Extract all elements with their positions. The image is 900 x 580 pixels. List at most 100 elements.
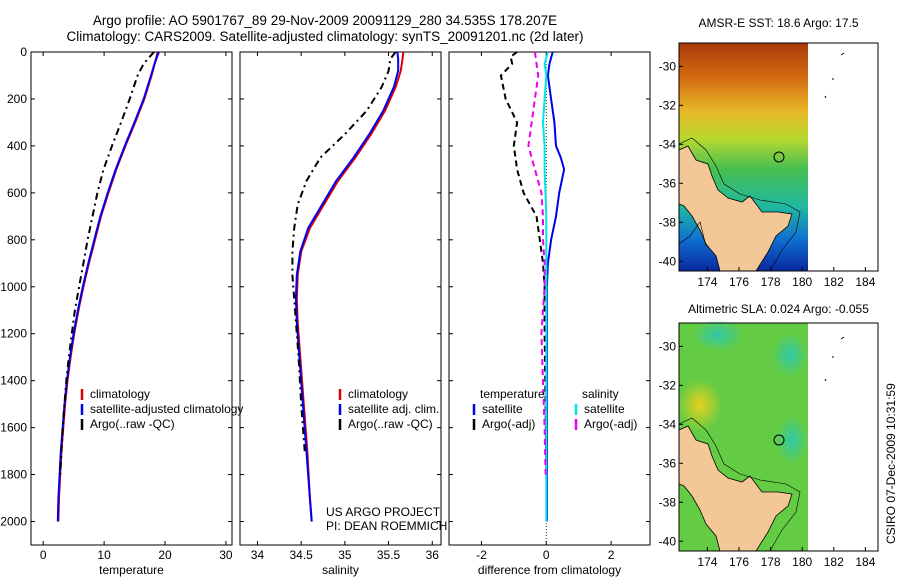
sla-anomaly-low-1 — [692, 319, 744, 351]
credit-line2: PI: DEAN ROEMMICH — [326, 519, 448, 533]
nz-land-2 — [678, 425, 793, 552]
series-2-2 — [541, 51, 549, 522]
sla-map-panel — [678, 319, 879, 552]
series-1-1 — [294, 51, 400, 522]
series-0-1 — [56, 51, 160, 522]
kermadec-islands — [824, 52, 845, 99]
map-ytick-label-3-1: -32 — [659, 98, 677, 112]
ytick-label-10: 2000 — [0, 515, 27, 529]
sst-map-frame — [678, 42, 879, 272]
coast-contour-west — [678, 221, 707, 247]
xtick-label-0-2: 20 — [158, 548, 172, 562]
map-title-4: Altimetric SLA: 0.024 Argo: -0.055 — [688, 302, 869, 316]
map-ytick-label-3-0: -30 — [659, 59, 677, 73]
kermadec-islands-2 — [824, 336, 845, 382]
diff-legend-heading-0: temperature — [480, 387, 545, 401]
xlabel-1: salinity — [322, 563, 359, 577]
map-xtick-label-4-0: 174 — [697, 555, 717, 569]
argo-position-marker — [773, 151, 785, 163]
legend-label-1-0: climatology — [348, 387, 408, 401]
nz-land — [678, 145, 793, 272]
ytick-label-8: 1600 — [0, 421, 27, 435]
series-2-3 — [527, 51, 547, 475]
xtick-label-1-4: 36 — [426, 548, 440, 562]
xtick-label-2-0: -2 — [476, 548, 487, 562]
diff-legend-label-1: satellite — [482, 402, 523, 416]
map-ytick-label-4-4: -38 — [659, 495, 677, 509]
xtick-label-1-2: 35 — [338, 548, 352, 562]
map-title-3: AMSR-E SST: 18.6 Argo: 17.5 — [698, 16, 858, 30]
map-ytick-label-4-2: -34 — [659, 417, 677, 431]
map-xtick-label-3-2: 178 — [761, 275, 781, 289]
coast-contour — [678, 137, 801, 272]
panel-frame-1 — [239, 51, 442, 546]
series-2-1 — [499, 51, 548, 475]
xtick-label-1-3: 35.5 — [377, 548, 401, 562]
panel-frame-0 — [30, 51, 233, 546]
xtick-label-0-0: 0 — [40, 548, 47, 562]
legend-label-0-1: satellite-adjusted climatology — [90, 402, 243, 416]
map-ytick-label-3-5: -40 — [659, 254, 677, 268]
map-ytick-label-3-4: -38 — [659, 215, 677, 229]
sst-map-panel — [678, 42, 879, 272]
map-ytick-label-3-2: -34 — [659, 137, 677, 151]
map-xtick-label-3-4: 182 — [824, 275, 844, 289]
ytick-label-9: 1800 — [0, 468, 27, 482]
map-ytick-label-4-0: -30 — [659, 339, 677, 353]
sla-anomaly-low-2 — [772, 333, 808, 377]
ytick-label-3: 600 — [7, 186, 27, 200]
xlabel-0: temperature — [99, 563, 164, 577]
sla-map-frame — [678, 322, 879, 552]
diff-legend-heading-3: salinity — [582, 387, 619, 401]
map-ytick-label-4-5: -40 — [659, 534, 677, 548]
ytick-label-2: 400 — [7, 139, 27, 153]
map-xtick-label-4-1: 176 — [729, 555, 749, 569]
sla-anomaly-low-3 — [776, 416, 808, 464]
xtick-label-2-1: 0 — [543, 548, 550, 562]
map-ocean-blank — [808, 43, 878, 271]
panel-frame-2 — [448, 51, 651, 546]
series-0-2 — [59, 51, 155, 475]
xtick-label-2-2: 2 — [608, 548, 615, 562]
figure-title-line1: Argo profile: AO 5901767_89 29-Nov-2009 … — [92, 13, 558, 28]
ytick-label-6: 1200 — [0, 327, 27, 341]
xtick-label-0-1: 10 — [97, 548, 111, 562]
figure-title-line2: Climatology: CARS2009. Satellite-adjuste… — [66, 29, 584, 44]
map-ytick-label-3-3: -36 — [659, 176, 677, 190]
legend-label-1-2: Argo(..raw -QC) — [348, 417, 433, 431]
coast-contour-2 — [678, 417, 801, 552]
series-0-0 — [57, 51, 159, 522]
map-xtick-label-4-4: 182 — [824, 555, 844, 569]
ytick-label-7: 1400 — [0, 374, 27, 388]
map-xtick-label-4-5: 184 — [855, 555, 875, 569]
diff-legend-label-4: satellite — [584, 402, 625, 416]
map-ytick-label-4-3: -36 — [659, 456, 677, 470]
series-2-0 — [545, 51, 566, 522]
map-ytick-label-4-1: -32 — [659, 378, 677, 392]
legend-label-1-1: satellite adj. clim. — [348, 402, 439, 416]
xlabel-2: difference from climatology — [478, 563, 621, 577]
xtick-label-0-3: 30 — [219, 548, 233, 562]
map-xtick-label-3-3: 180 — [792, 275, 812, 289]
legend-label-0-2: Argo(..raw -QC) — [90, 417, 175, 431]
xtick-label-1-1: 34.5 — [289, 548, 313, 562]
legend-label-0-0: climatology — [90, 387, 150, 401]
sla-anomaly-high — [678, 379, 722, 431]
ytick-label-0: 0 — [20, 45, 27, 59]
series-1-0 — [295, 51, 405, 522]
map-xtick-label-3-5: 184 — [855, 275, 875, 289]
argo-position-marker-2 — [773, 434, 785, 446]
credit-line1: US ARGO PROJECT — [326, 505, 441, 519]
map-xtick-label-3-1: 176 — [729, 275, 749, 289]
ytick-label-1: 200 — [7, 92, 27, 106]
ytick-label-4: 800 — [7, 233, 27, 247]
map-ocean-blank-2 — [808, 323, 878, 551]
diff-legend-label-2: Argo(-adj) — [482, 417, 535, 431]
map-xtick-label-4-2: 178 — [761, 555, 781, 569]
ytick-label-5: 1000 — [0, 280, 27, 294]
map-xtick-label-3-0: 174 — [697, 275, 717, 289]
xtick-label-1-0: 34 — [251, 548, 265, 562]
map-xtick-label-4-3: 180 — [792, 555, 812, 569]
print-stamp: CSIRO 07-Dec-2009 10:31:59 — [884, 383, 898, 544]
